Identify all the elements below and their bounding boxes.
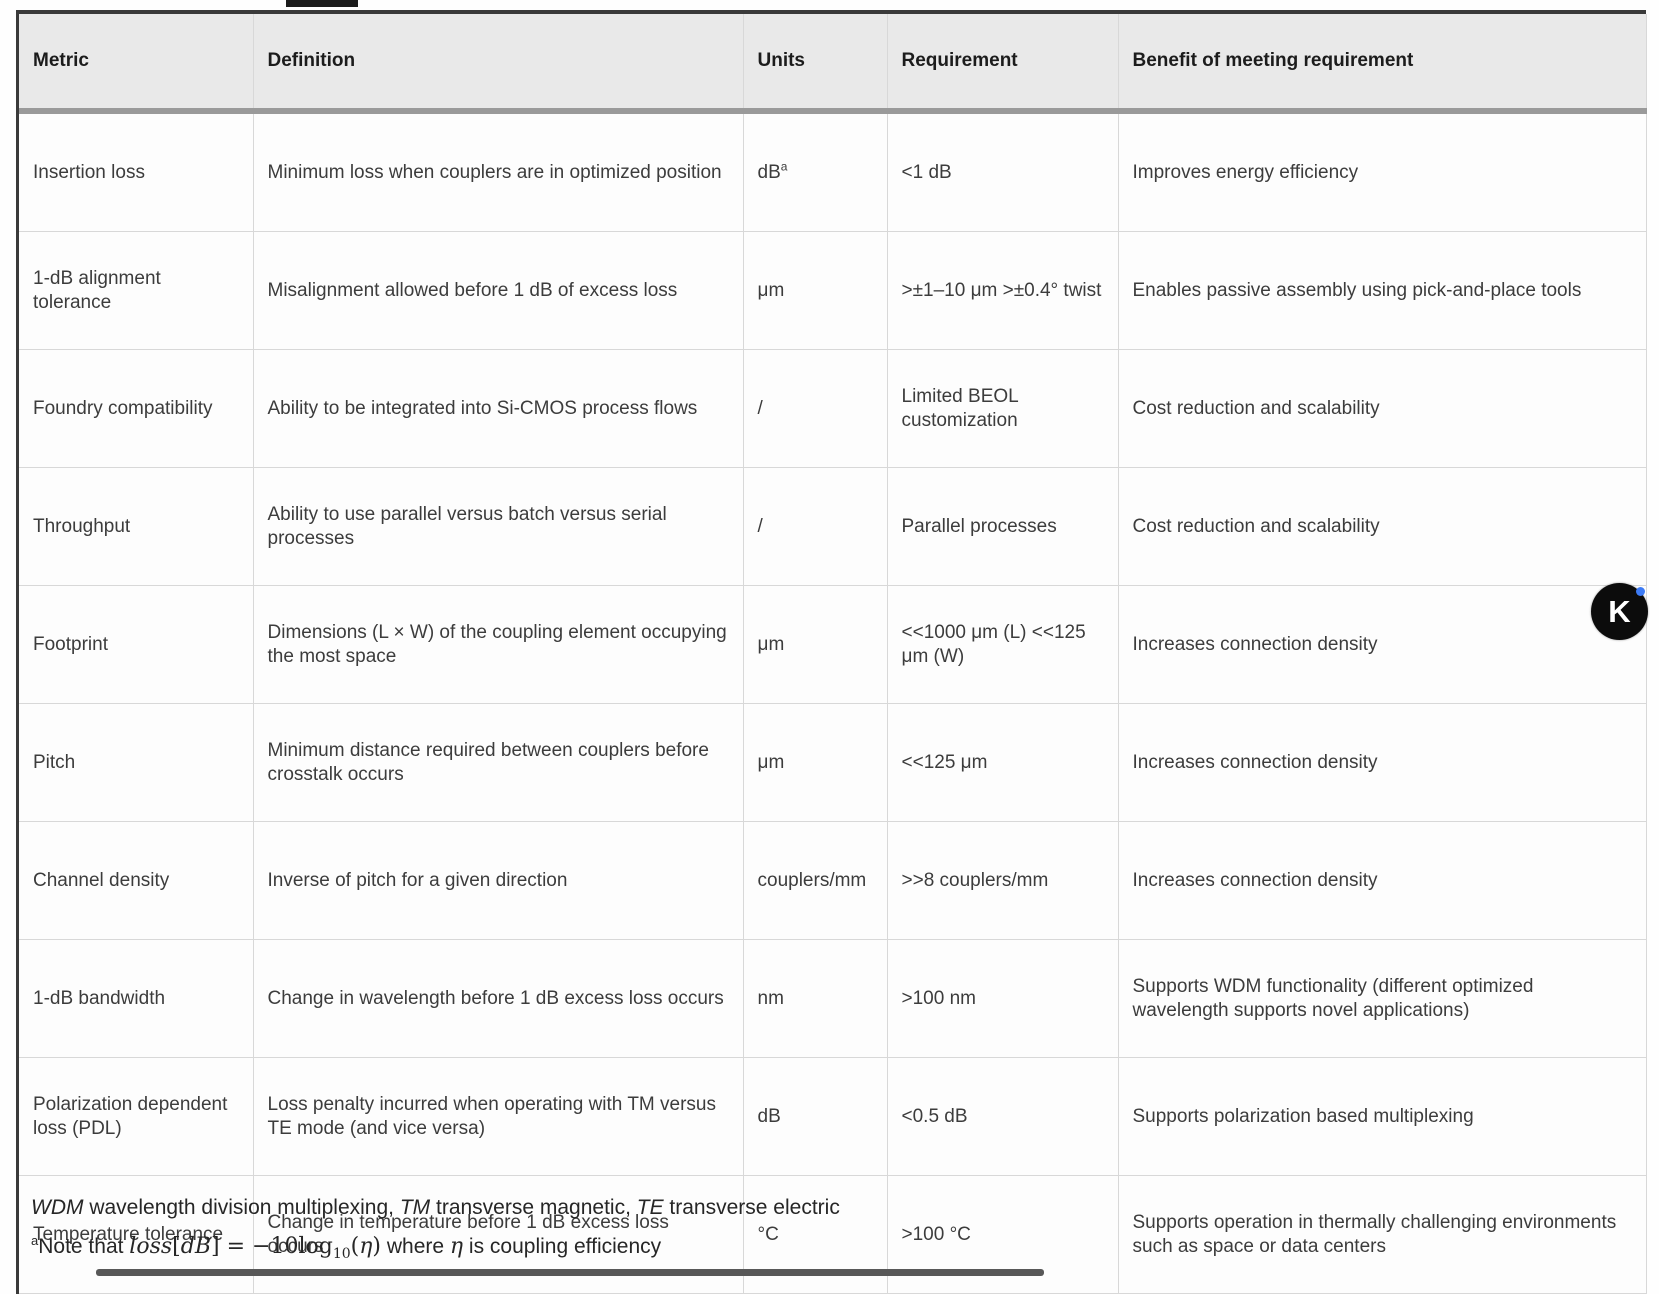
requirement-cell: Parallel processes — [887, 467, 1119, 586]
table-body: Insertion loss Minimum loss when coupler… — [19, 111, 1647, 1294]
abbrev-tm: TM — [399, 1196, 431, 1219]
units-cell: / — [743, 467, 888, 586]
metric-cell: 1-dB alignment tolerance — [19, 231, 254, 350]
header-benefit: Benefit of meeting requirement — [1118, 14, 1647, 111]
metrics-table-container: Metric Definition Units Requirement Bene… — [16, 10, 1647, 1294]
math-equals-log: ] = −10log — [211, 1234, 333, 1259]
table-row: 1-dB bandwidth Change in wavelength befo… — [19, 939, 1647, 1058]
benefit-cell: Increases connection density — [1118, 703, 1647, 822]
header-definition: Definition — [253, 14, 744, 111]
header-row: Metric Definition Units Requirement Bene… — [19, 14, 1647, 111]
note-text-1: where — [381, 1235, 450, 1258]
metric-cell: Footprint — [19, 585, 254, 704]
k-watermark-badge[interactable]: K — [1591, 583, 1648, 640]
table-row: 1-dB alignment tolerance Misalignment al… — [19, 231, 1647, 350]
benefit-cell: Increases connection density — [1118, 821, 1647, 940]
table-row: Insertion loss Minimum loss when coupler… — [19, 111, 1647, 232]
units-cell: μm — [743, 703, 888, 822]
footnote-loss-equation: aNote that loss[dB] = −10log10(η) where … — [31, 1233, 662, 1263]
footnote-abbreviations: WDM wavelength division multiplexing, TM… — [31, 1195, 840, 1220]
units-cell: couplers/mm — [743, 821, 888, 940]
math-eta-2: η — [449, 1234, 464, 1259]
header-metric: Metric — [19, 14, 254, 111]
definition-cell: Loss penalty incurred when operating wit… — [253, 1057, 744, 1176]
requirement-cell: <1 dB — [887, 111, 1119, 232]
math-sub-10: 10 — [332, 1246, 351, 1263]
note-text-0: Note that — [38, 1235, 130, 1258]
benefit-cell: Cost reduction and scalability — [1118, 349, 1647, 468]
k-badge-notification-dot — [1636, 587, 1645, 596]
metric-cell: Polarization dependent loss (PDL) — [19, 1057, 254, 1176]
definition-cell: Minimum loss when couplers are in optimi… — [253, 111, 744, 232]
crop-artifact-top — [286, 0, 358, 7]
table-header: Metric Definition Units Requirement Bene… — [19, 14, 1647, 111]
requirement-cell: <<125 μm — [887, 703, 1119, 822]
units-cell: / — [743, 349, 888, 468]
definition-cell: Minimum distance required between couple… — [253, 703, 744, 822]
requirement-cell: Limited BEOL customization — [887, 349, 1119, 468]
table-row: Pitch Minimum distance required between … — [19, 703, 1647, 822]
abbrev-text-3: transverse electric — [663, 1196, 840, 1219]
requirement-cell: >>8 couplers/mm — [887, 821, 1119, 940]
benefit-cell: Supports WDM functionality (different op… — [1118, 939, 1647, 1058]
metric-cell: Throughput — [19, 467, 254, 586]
abbrev-text-2: transverse magnetic, — [430, 1196, 637, 1219]
definition-cell: Misalignment allowed before 1 dB of exce… — [253, 231, 744, 350]
benefit-cell: Improves energy efficiency — [1118, 111, 1647, 232]
math-db: dB — [180, 1234, 212, 1259]
note-text-2: is coupling efficiency — [463, 1235, 662, 1258]
benefit-cell: Increases connection density — [1118, 585, 1647, 704]
requirement-cell: >100 nm — [887, 939, 1119, 1058]
metric-cell: Insertion loss — [19, 111, 254, 232]
benefit-cell: Cost reduction and scalability — [1118, 467, 1647, 586]
requirement-cell: <0.5 dB — [887, 1057, 1119, 1176]
abbrev-text-1: wavelength division multiplexing, — [83, 1196, 400, 1219]
abbrev-te: TE — [636, 1196, 664, 1219]
metrics-table: Metric Definition Units Requirement Bene… — [19, 14, 1647, 1294]
units-cell: μm — [743, 585, 888, 704]
units-cell: dB — [743, 1057, 888, 1176]
math-loss: loss — [129, 1234, 173, 1259]
metric-cell: Pitch — [19, 703, 254, 822]
table-row: Channel density Inverse of pitch for a g… — [19, 821, 1647, 940]
math-paren-close: ) — [372, 1234, 382, 1259]
metric-cell: 1-dB bandwidth — [19, 939, 254, 1058]
benefit-cell: Enables passive assembly using pick-and-… — [1118, 231, 1647, 350]
abbrev-wdm: WDM — [31, 1196, 84, 1219]
math-eta: η — [359, 1234, 373, 1259]
definition-cell: Dimensions (L × W) of the coupling eleme… — [253, 585, 744, 704]
header-requirement: Requirement — [887, 14, 1119, 111]
definition-cell: Change in wavelength before 1 dB excess … — [253, 939, 744, 1058]
table-row: Throughput Ability to use parallel versu… — [19, 467, 1647, 586]
math-paren-open: ( — [350, 1234, 360, 1259]
footnote-marker: a — [31, 1233, 39, 1248]
benefit-cell: Supports polarization based multiplexing — [1118, 1057, 1647, 1176]
units-cell: μm — [743, 231, 888, 350]
table-row: Polarization dependent loss (PDL) Loss p… — [19, 1057, 1647, 1176]
metric-cell: Foundry compatibility — [19, 349, 254, 468]
math-bracket-open: [ — [172, 1234, 181, 1259]
definition-cell: Ability to be integrated into Si-CMOS pr… — [253, 349, 744, 468]
metric-cell: Channel density — [19, 821, 254, 940]
definition-cell: Inverse of pitch for a given direction — [253, 821, 744, 940]
requirement-cell: <<1000 μm (L) <<125 μm (W) — [887, 585, 1119, 704]
k-badge-letter: K — [1608, 593, 1631, 629]
definition-cell: Ability to use parallel versus batch ver… — [253, 467, 744, 586]
benefit-cell: Supports operation in thermally challeng… — [1118, 1175, 1647, 1294]
table-row: Foundry compatibility Ability to be inte… — [19, 349, 1647, 468]
table-row: Footprint Dimensions (L × W) of the coup… — [19, 585, 1647, 704]
crop-artifact-bottom — [96, 1269, 1044, 1276]
units-cell: dBa — [743, 111, 888, 232]
units-cell: nm — [743, 939, 888, 1058]
requirement-cell: >±1–10 μm >±0.4° twist — [887, 231, 1119, 350]
header-units: Units — [743, 14, 888, 111]
